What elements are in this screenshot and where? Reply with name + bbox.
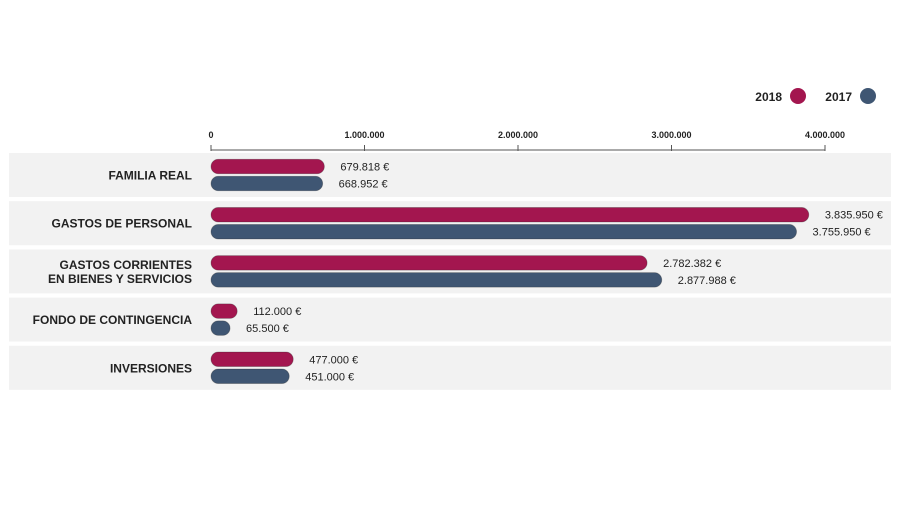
category-row-background — [9, 297, 891, 342]
bar-2018 — [210, 351, 294, 367]
bar-2017 — [210, 368, 290, 384]
x-tick-label: 0 — [208, 130, 213, 140]
value-label-2017: 2.877.988 € — [678, 275, 736, 287]
x-tick-label: 1.000.000 — [344, 130, 384, 140]
bar-2018 — [210, 158, 325, 175]
category-row-background — [9, 345, 891, 390]
bar-2017 — [210, 272, 663, 288]
value-label-2017: 3.755.950 € — [813, 227, 871, 239]
bar-2017 — [210, 175, 324, 192]
value-label-2017: 65.500 € — [246, 323, 289, 335]
category-label: EN BIENES Y SERVICIOS — [48, 272, 192, 286]
value-label-2018: 679.818 € — [340, 162, 389, 174]
bar-2017 — [210, 224, 797, 240]
bar-2017 — [210, 320, 231, 336]
x-tick-label: 2.000.000 — [498, 130, 538, 140]
bar-2018 — [210, 207, 810, 223]
value-label-2018: 112.000 € — [253, 306, 301, 318]
category-label: GASTOS CORRIENTES — [60, 258, 192, 272]
legend-swatch-2018 — [790, 88, 806, 104]
legend-label-2017: 2017 — [825, 90, 852, 104]
x-tick-label: 4.000.000 — [805, 130, 845, 140]
category-row-background — [9, 153, 891, 197]
value-label-2018: 2.782.382 € — [663, 258, 721, 270]
category-label: FAMILIA REAL — [108, 169, 192, 183]
category-label: FONDO DE CONTINGENCIA — [33, 313, 193, 327]
value-label-2018: 3.835.950 € — [825, 210, 883, 222]
bar-2018 — [210, 255, 648, 271]
category-label: INVERSIONES — [110, 361, 192, 375]
value-label-2017: 451.000 € — [305, 371, 354, 383]
legend-swatch-2017 — [860, 88, 876, 104]
bar-2018 — [210, 303, 238, 319]
category-label: GASTOS DE PERSONAL — [52, 217, 192, 231]
value-label-2018: 477.000 € — [309, 354, 358, 366]
legend-label-2018: 2018 — [755, 90, 782, 104]
x-tick-label: 3.000.000 — [651, 130, 691, 140]
value-label-2017: 668.952 € — [339, 179, 388, 191]
